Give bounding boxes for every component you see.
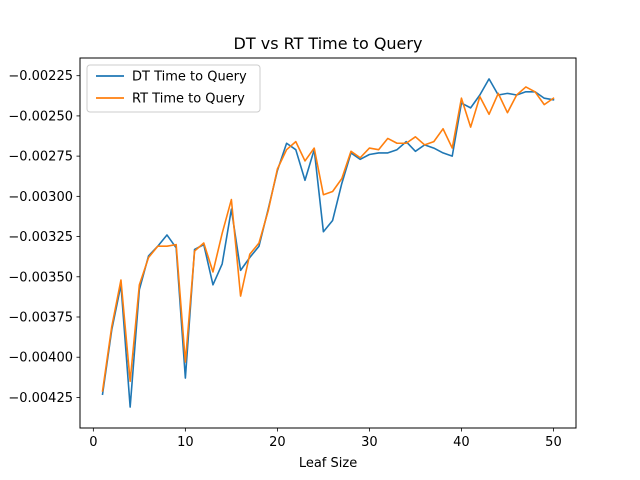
series-line-rt bbox=[101, 86, 555, 392]
chart-title: DT vs RT Time to Query bbox=[234, 34, 423, 53]
axes-frame bbox=[79, 57, 577, 429]
x-tick-label: 50 bbox=[545, 435, 562, 450]
x-tick-label: 30 bbox=[361, 435, 378, 450]
legend-label-rt: RT Time to Query bbox=[132, 92, 245, 107]
y-tick-label: −0.00275 bbox=[8, 150, 73, 165]
y-axis: −0.00425 −0.00400 −0.00375 −0.00350 −0.00325… bbox=[8, 69, 80, 406]
x-axis: 0 10 20 30 40 50 bbox=[89, 428, 562, 450]
x-tick-label: 0 bbox=[89, 435, 97, 450]
x-tick-label: 40 bbox=[453, 435, 470, 450]
legend-box bbox=[86, 64, 261, 113]
y-tick-label: −0.00300 bbox=[8, 190, 73, 205]
x-tick-label: 20 bbox=[269, 435, 286, 450]
y-tick-label: −0.00225 bbox=[8, 69, 73, 84]
y-tick-label: −0.00375 bbox=[8, 311, 73, 326]
legend-label-dt: DT Time to Query bbox=[132, 70, 247, 85]
y-tick-label: −0.00350 bbox=[8, 270, 73, 285]
plot-area bbox=[80, 58, 576, 428]
y-tick-label: −0.00250 bbox=[8, 109, 73, 124]
y-tick-label: −0.00325 bbox=[8, 230, 73, 245]
legend: DT Time to Query RT Time to Query bbox=[86, 64, 261, 113]
y-tick-label: −0.00400 bbox=[8, 351, 73, 366]
series-lines bbox=[101, 78, 555, 408]
x-tick-label: 10 bbox=[177, 435, 194, 450]
x-axis-label: Leaf Size bbox=[299, 456, 357, 471]
y-tick-label: −0.00425 bbox=[8, 391, 73, 406]
